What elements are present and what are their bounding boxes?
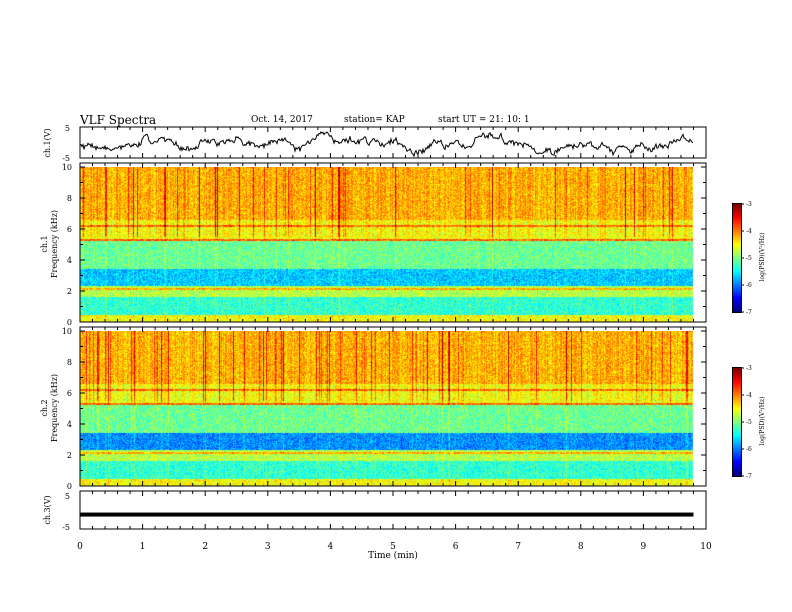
start-time-label: start UT = 21: 10: 1 <box>438 115 530 125</box>
ch3-waveform-line <box>80 512 694 517</box>
ch1-spectrogram-ticks <box>79 163 707 323</box>
ch1-spectrogram-image <box>80 167 706 322</box>
ch2-spectrogram-frame <box>79 326 707 487</box>
ch2-colorbar-ticklabels: -3 -4 -5 -6 -7 <box>741 365 752 480</box>
ch1-ytick-top: 5 <box>65 124 70 133</box>
ch1-colorbar-ticklabel: -6 <box>746 282 752 289</box>
ch1-spec-ytick-label: 6 <box>67 225 72 234</box>
ch3-ytick-top: 5 <box>65 492 70 501</box>
ch1-spec-ytick-label: 8 <box>67 194 72 203</box>
ch1-colorbar-ticklabel: -3 <box>746 201 752 208</box>
station-label: station= KAP <box>344 115 405 125</box>
ch2-colorbar-label: log(PSD)(V²/Hz) <box>759 397 766 446</box>
x-tick-label: 5 <box>390 542 396 552</box>
x-tick-label: 2 <box>202 542 208 552</box>
ch3-ytick-bottom: -5 <box>62 523 70 532</box>
x-tick-label: 3 <box>265 542 271 552</box>
ch1-waveform-ticks <box>79 127 707 158</box>
chart-title: VLF Spectra <box>80 113 157 127</box>
ch1-ylabel: ch.1(V) <box>43 128 52 157</box>
ch2-spec-ytick-label: 0 <box>67 482 72 491</box>
ch1-spectrogram-channel: ch.1 <box>40 235 49 252</box>
ch3-waveform-frame <box>79 490 707 530</box>
x-tick-label: 10 <box>700 542 712 552</box>
x-tick-label: 9 <box>641 542 647 552</box>
x-tick-label: 8 <box>578 542 584 552</box>
ch2-colorbar-ticklabel: -7 <box>746 473 752 480</box>
ch2-colorbar-ticklabel: -4 <box>746 392 752 399</box>
x-tick-label: 7 <box>515 542 521 552</box>
x-tick-label: 6 <box>453 542 459 552</box>
ch1-waveform-line <box>79 130 694 158</box>
ch2-spectrogram-yticklabels: 0 2 4 6 8 10 <box>62 327 72 491</box>
ch1-colorbar-ticklabel: -5 <box>746 255 752 262</box>
ch3-waveform-ticks <box>79 491 707 529</box>
ch1-spectrogram-frame <box>79 162 707 323</box>
ch1-ytick-bottom: -5 <box>62 154 70 163</box>
ch2-spectrogram-ylabel: Frequency (kHz) <box>50 374 59 442</box>
ch1-colorbar-label: log(PSD)(V²/Hz) <box>759 233 766 282</box>
ch1-colorbar-ticklabel: -7 <box>746 309 752 316</box>
date-label: Oct. 14, 2017 <box>251 115 313 125</box>
ch2-spectrogram-image <box>80 331 706 486</box>
ch1-colorbar-ticklabel: -4 <box>746 228 752 235</box>
ch1-spec-ytick-label: 2 <box>67 287 72 296</box>
ch1-spec-ytick-label: 4 <box>67 256 72 265</box>
x-tick-label: 0 <box>77 542 83 552</box>
x-axis-label: Time (min) <box>368 550 418 561</box>
ch1-spectrogram-yticklabels: 0 2 4 6 8 10 <box>62 163 72 327</box>
ch2-colorbar-ticklabel: -6 <box>746 446 752 453</box>
x-axis-ticklabels: 0 1 2 3 4 5 6 7 8 9 10 <box>77 542 712 552</box>
ch2-spectrogram-channel: ch.2 <box>40 399 49 416</box>
x-tick-label: 4 <box>328 542 334 552</box>
ch1-spec-ytick-label: 10 <box>62 163 72 172</box>
ch2-colorbar-ticklabel: -3 <box>746 365 752 372</box>
ch2-spectrogram-ticks <box>79 327 707 487</box>
ch1-colorbar-ticklabels: -3 -4 -5 -6 -7 <box>741 201 752 316</box>
ch2-colorbar-ticklabel: -5 <box>746 419 752 426</box>
ch2-spec-ytick-label: 8 <box>67 358 72 367</box>
ch2-spec-ytick-label: 4 <box>67 420 72 429</box>
ch2-spec-ytick-label: 2 <box>67 451 72 460</box>
ch1-spec-ytick-label: 0 <box>67 318 72 327</box>
ch3-ylabel: ch.3(V) <box>43 495 52 524</box>
x-tick-label: 1 <box>140 542 146 552</box>
ch1-spectrogram <box>80 167 706 322</box>
ch2-spectrogram <box>80 331 706 486</box>
ch1-spectrogram-ylabel: Frequency (kHz) <box>50 210 59 278</box>
ch2-spec-ytick-label: 10 <box>62 327 72 336</box>
ch2-spec-ytick-label: 6 <box>67 389 72 398</box>
